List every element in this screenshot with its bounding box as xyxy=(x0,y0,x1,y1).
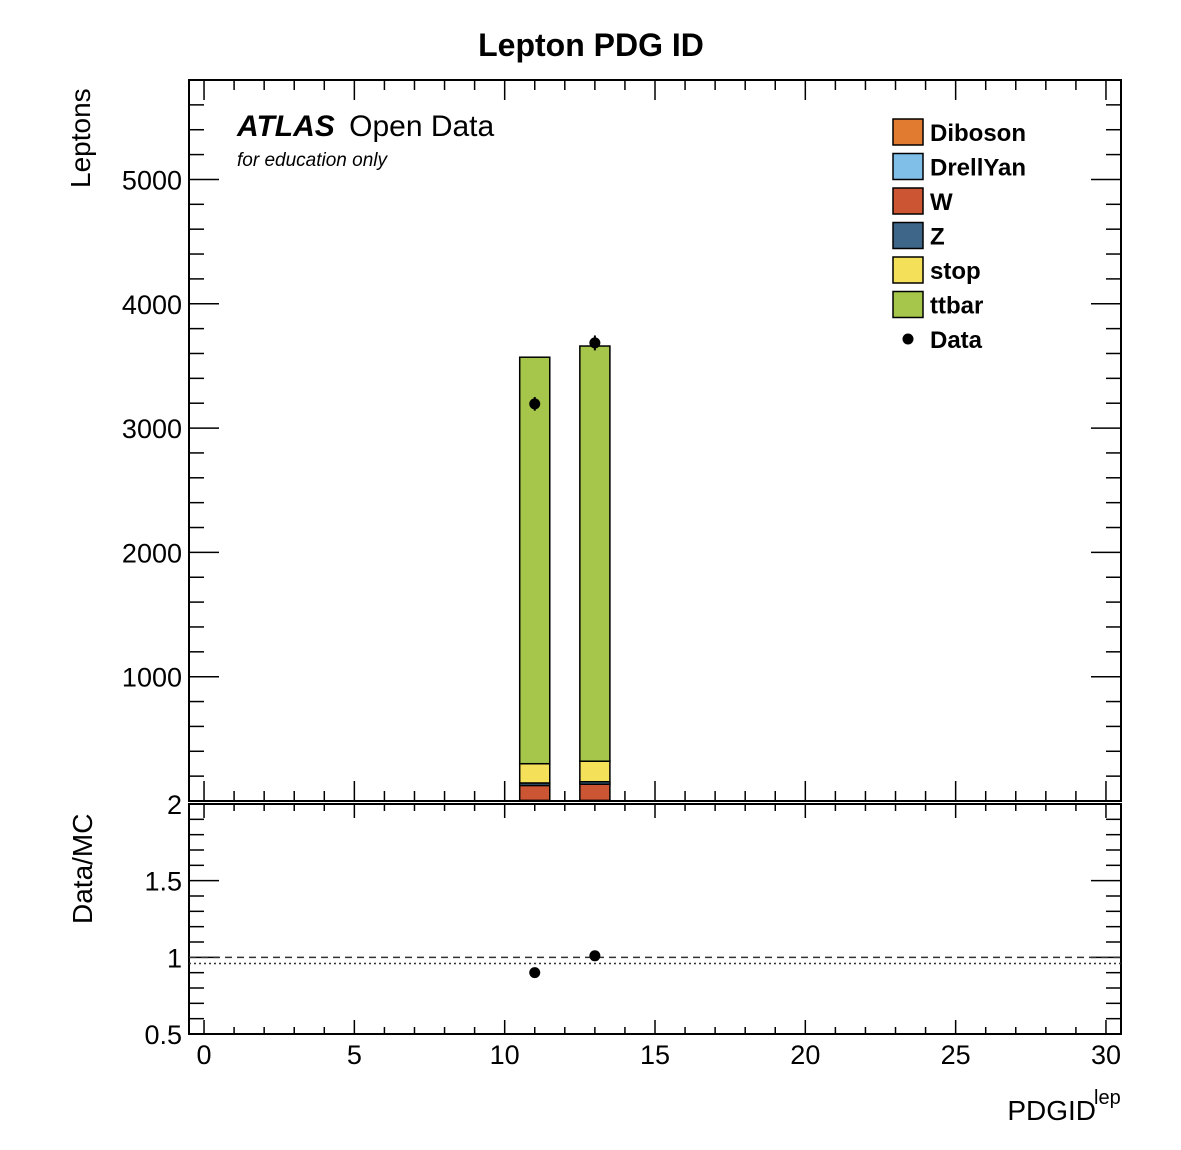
y-axis-title: Leptons xyxy=(65,88,96,188)
open-data-word: Open Data xyxy=(349,110,494,143)
legend-swatch-z xyxy=(892,221,924,250)
legend-label-stop: stop xyxy=(930,258,981,285)
ratio-y-tick-label: 1.5 xyxy=(144,867,182,897)
y-tick-label: 2000 xyxy=(122,538,182,568)
legend-label-diboson: Diboson xyxy=(930,120,1026,147)
atlas-label: ATLAS Open Data xyxy=(236,110,495,143)
bar-w-bin-13 xyxy=(579,783,611,802)
x-tick-label: 25 xyxy=(941,1040,971,1070)
legend-label-data: Data xyxy=(930,327,983,354)
x-tick-label: 10 xyxy=(490,1040,520,1070)
data-point xyxy=(589,337,601,349)
legend-label-drellyan: DrellYan xyxy=(930,155,1026,182)
bar-ttbar-bin-11 xyxy=(518,356,551,765)
bar-ttbar-bin-13 xyxy=(579,345,611,762)
ratio-y-tick-label: 0.5 xyxy=(144,1020,182,1050)
atlas-word: ATLAS xyxy=(236,110,335,143)
y-tick-label: 5000 xyxy=(122,165,182,195)
x-tick-label: 30 xyxy=(1091,1040,1121,1070)
ratio-y-axis-title: Data/MC xyxy=(67,814,98,924)
legend-swatch-ttbar xyxy=(892,290,924,319)
legend-swatch-diboson xyxy=(892,118,924,146)
x-axis-title: PDGID xyxy=(1007,1095,1096,1126)
ratio-point xyxy=(589,950,601,962)
main-plot-frame xyxy=(188,79,1122,802)
ratio-point xyxy=(529,967,541,979)
education-note: for education only xyxy=(237,150,388,171)
data-points-layer xyxy=(529,335,601,411)
y-tick-label: 3000 xyxy=(122,414,182,444)
ratio-y-tick-label: 1 xyxy=(167,943,182,973)
data-point xyxy=(529,398,541,410)
y-tick-label: 4000 xyxy=(122,290,182,320)
x-tick-label: 15 xyxy=(640,1040,670,1070)
ticks-layer: 0 5 10 15 20 25 30 1000 2000 3000 4000 5000 0.5 1 1.5 2 xyxy=(122,79,1121,1070)
bars-layer xyxy=(518,345,611,802)
bar-stop-bin-11 xyxy=(518,762,551,784)
legend-swatch-w xyxy=(892,187,924,215)
ratio-plot-frame xyxy=(188,803,1122,1035)
x-tick-label: 20 xyxy=(790,1040,820,1070)
legend-data-marker xyxy=(902,333,914,345)
x-tick-label: 5 xyxy=(347,1040,362,1070)
x-axis-title-main: PDGID xyxy=(1007,1095,1096,1126)
legend-label-z: Z xyxy=(930,224,945,251)
legend-swatch-drellyan xyxy=(892,152,924,181)
y-tick-label: 1000 xyxy=(122,663,182,693)
legend-label-w: W xyxy=(930,189,953,216)
x-axis-title-superscript: lep xyxy=(1094,1087,1121,1109)
x-tick-label: 0 xyxy=(197,1040,212,1070)
chart-title: Lepton PDG ID xyxy=(478,27,704,63)
ratio-y-tick-label: 2 xyxy=(167,790,182,820)
legend-swatch-stop xyxy=(892,256,924,284)
bar-w-bin-11 xyxy=(518,784,551,802)
bar-stop-bin-13 xyxy=(579,760,611,783)
ratio-layer xyxy=(189,950,1121,979)
legend-label-ttbar: ttbar xyxy=(930,293,983,320)
